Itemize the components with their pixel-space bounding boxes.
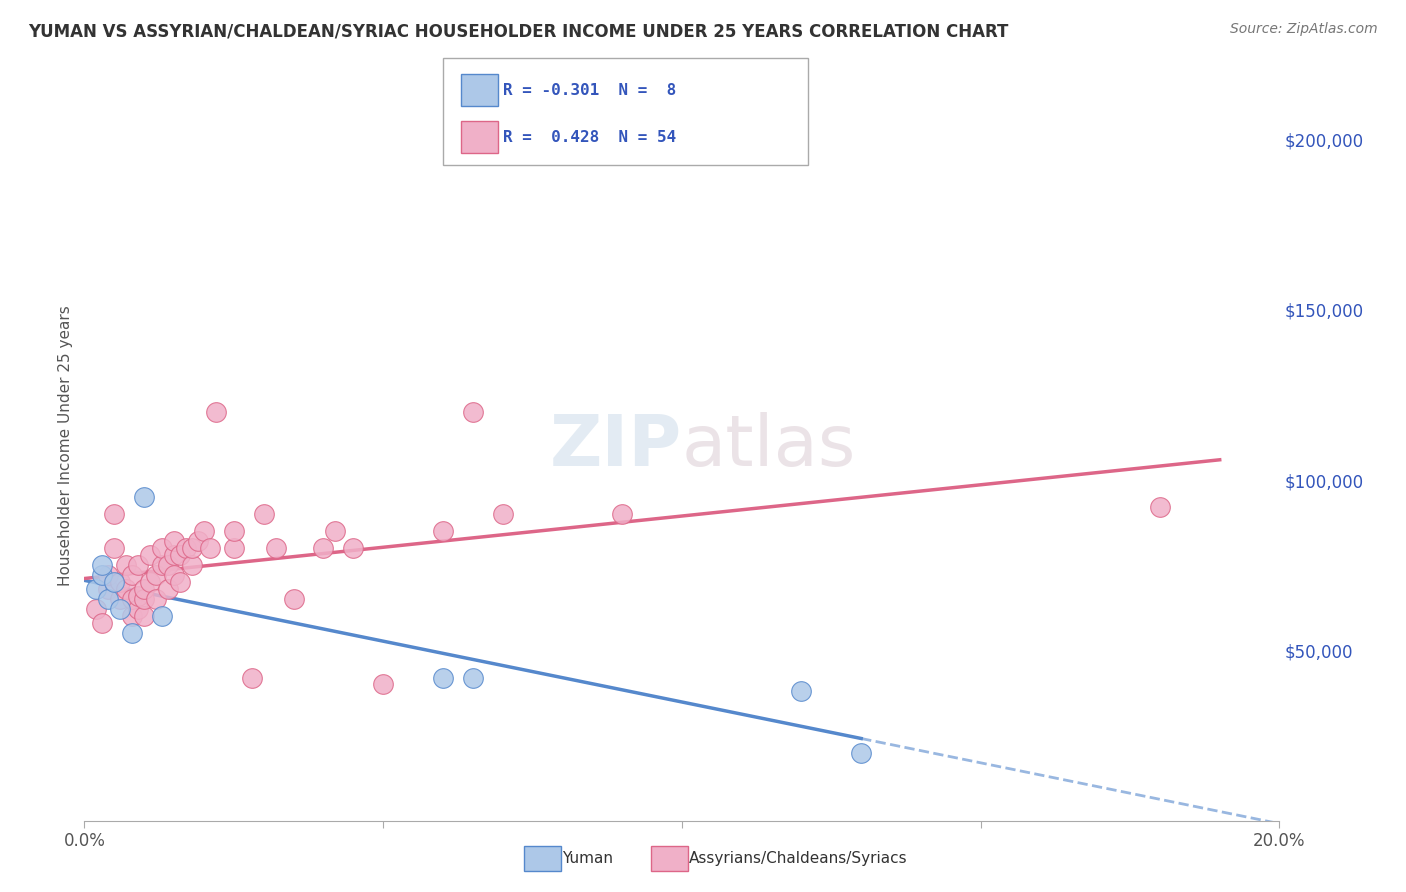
Point — [157, 582, 180, 596]
Point — [492, 507, 515, 521]
Point — [103, 507, 125, 521]
Point — [110, 575, 132, 590]
Point — [181, 541, 204, 556]
Text: R = -0.301  N =  8: R = -0.301 N = 8 — [503, 83, 676, 97]
Text: ZIP: ZIP — [550, 411, 682, 481]
Point — [163, 548, 186, 562]
Point — [121, 568, 143, 582]
Point — [163, 568, 186, 582]
Point — [132, 592, 156, 607]
Point — [91, 558, 114, 573]
Point — [163, 534, 186, 549]
Point — [432, 524, 454, 538]
Point — [222, 541, 245, 556]
Point — [86, 582, 108, 596]
Point — [851, 746, 873, 760]
Point — [150, 541, 173, 556]
Point — [373, 677, 395, 691]
Point — [193, 524, 215, 538]
Point — [145, 592, 167, 607]
Text: atlas: atlas — [682, 411, 856, 481]
Point — [97, 568, 120, 582]
Point — [127, 602, 149, 616]
Point — [139, 548, 162, 562]
Text: R =  0.428  N = 54: R = 0.428 N = 54 — [503, 130, 676, 145]
Y-axis label: Householder Income Under 25 years: Householder Income Under 25 years — [58, 306, 73, 586]
Point — [86, 602, 108, 616]
Text: Yuman: Yuman — [562, 852, 613, 866]
Point — [612, 507, 634, 521]
Point — [115, 558, 138, 573]
Text: Assyrians/Chaldeans/Syriacs: Assyrians/Chaldeans/Syriacs — [689, 852, 907, 866]
Point — [157, 558, 180, 573]
Point — [181, 558, 204, 573]
Point — [461, 671, 484, 685]
Point — [325, 524, 347, 538]
Point — [1149, 500, 1171, 515]
Point — [115, 582, 138, 596]
Point — [91, 616, 114, 631]
Point — [132, 490, 156, 504]
Point — [121, 592, 143, 607]
Text: YUMAN VS ASSYRIAN/CHALDEAN/SYRIAC HOUSEHOLDER INCOME UNDER 25 YEARS CORRELATION : YUMAN VS ASSYRIAN/CHALDEAN/SYRIAC HOUSEH… — [28, 22, 1008, 40]
Point — [461, 405, 484, 419]
Point — [121, 626, 143, 640]
Point — [222, 524, 245, 538]
Point — [240, 671, 263, 685]
Point — [139, 575, 162, 590]
Point — [97, 582, 120, 596]
Point — [790, 684, 813, 698]
Point — [91, 568, 114, 582]
Point — [121, 609, 143, 624]
Point — [174, 541, 197, 556]
Point — [97, 592, 120, 607]
Point — [342, 541, 364, 556]
Point — [198, 541, 221, 556]
Point — [283, 592, 305, 607]
Point — [103, 575, 125, 590]
Point — [110, 592, 132, 607]
Point — [150, 558, 173, 573]
Point — [187, 534, 209, 549]
Point — [205, 405, 228, 419]
Point — [312, 541, 335, 556]
Point — [253, 507, 276, 521]
Point — [169, 575, 191, 590]
Point — [132, 582, 156, 596]
Point — [150, 609, 173, 624]
Point — [103, 541, 125, 556]
Point — [432, 671, 454, 685]
Point — [169, 548, 191, 562]
Point — [127, 589, 149, 603]
Point — [132, 609, 156, 624]
Point — [127, 558, 149, 573]
Point — [264, 541, 287, 556]
Point — [145, 568, 167, 582]
Point — [110, 602, 132, 616]
Text: Source: ZipAtlas.com: Source: ZipAtlas.com — [1230, 22, 1378, 37]
